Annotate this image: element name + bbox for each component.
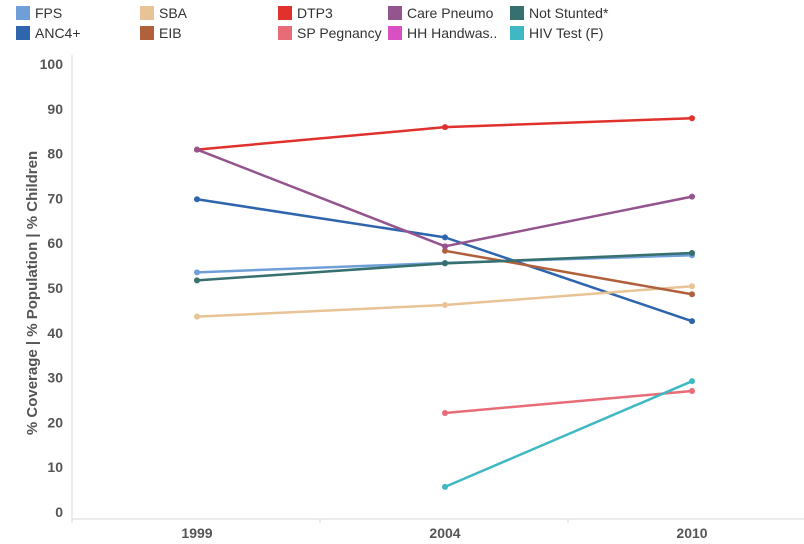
legend-label: FPS (35, 5, 63, 21)
legend-label: EIB (159, 25, 182, 41)
data-point[interactable] (194, 313, 200, 320)
y-tick-label: 20 (47, 414, 63, 430)
y-tick-label: 0 (55, 504, 63, 520)
data-point[interactable] (442, 409, 448, 416)
y-tick-label: 80 (47, 146, 63, 162)
data-point[interactable] (689, 318, 695, 325)
data-point[interactable] (689, 388, 695, 395)
legend-label: HH Handwas.. (407, 25, 498, 41)
data-point[interactable] (442, 234, 448, 241)
y-tick-label: 40 (47, 325, 63, 341)
legend-item-anc4[interactable]: ANC4+ (16, 24, 81, 42)
y-tick-label: 100 (40, 56, 64, 72)
legend-item-eib[interactable]: EIB (140, 24, 182, 42)
data-point[interactable] (689, 250, 695, 257)
series-line[interactable] (195, 116, 694, 151)
legend-swatch (16, 6, 30, 20)
y-tick-label: 60 (47, 235, 63, 251)
legend-swatch (510, 6, 524, 20)
legend-item-care-pneumo[interactable]: Care Pneumo (388, 4, 493, 22)
data-point[interactable] (194, 277, 200, 284)
series-line[interactable] (443, 249, 694, 296)
series-line[interactable] (443, 379, 694, 489)
data-point[interactable] (442, 124, 448, 131)
data-point[interactable] (442, 260, 448, 267)
legend-swatch (278, 6, 292, 20)
legend-swatch (140, 6, 154, 20)
data-point[interactable] (194, 196, 200, 203)
series-line[interactable] (443, 389, 694, 415)
x-tick-label: 1999 (181, 525, 212, 541)
data-point[interactable] (442, 302, 448, 309)
y-axis-title: % Coverage | % Population | % Children (24, 151, 41, 435)
legend-swatch (140, 26, 154, 40)
legend-item-dtp3[interactable]: DTP3 (278, 4, 333, 22)
data-point[interactable] (442, 247, 448, 254)
legend-swatch (278, 26, 292, 40)
series-not-stunted (194, 250, 695, 284)
data-point[interactable] (689, 115, 695, 122)
y-tick-label: 10 (47, 459, 63, 475)
legend-swatch (388, 26, 402, 40)
legend-label: Care Pneumo (407, 5, 494, 21)
series-care-pneumo (194, 146, 695, 250)
data-point[interactable] (442, 483, 448, 490)
series-line[interactable] (195, 148, 694, 248)
y-tick-label: 50 (47, 280, 63, 296)
legend: FPS ANC4+ SBA EIB DTP3 SP Pegnancy Care Pneumo… (0, 0, 804, 50)
data-point[interactable] (689, 283, 695, 290)
x-tick-label: 2010 (676, 525, 707, 541)
data-point[interactable] (194, 146, 200, 153)
legend-swatch (16, 26, 30, 40)
series-line[interactable] (195, 284, 694, 318)
legend-label: ANC4+ (35, 25, 81, 41)
series-sba (194, 283, 695, 320)
data-point[interactable] (442, 243, 448, 250)
y-tick-label: 30 (47, 370, 63, 386)
legend-label: Not Stunted* (529, 5, 609, 21)
series-layer (194, 115, 695, 490)
series-dtp3 (194, 115, 695, 153)
y-tick-label: 90 (47, 101, 63, 117)
series-sp-pegnancy (442, 388, 695, 416)
legend-label: SBA (159, 5, 188, 21)
legend-swatch (388, 6, 402, 20)
legend-item-sba[interactable]: SBA (140, 4, 187, 22)
series-hiv-test-f (442, 378, 695, 490)
data-point[interactable] (689, 193, 695, 200)
series-line[interactable] (195, 251, 694, 282)
data-point[interactable] (689, 291, 695, 298)
legend-label: SP Pegnancy (297, 25, 382, 41)
legend-item-hh-handwas[interactable]: HH Handwas.. (388, 24, 497, 42)
legend-item-fps[interactable]: FPS (16, 4, 62, 22)
legend-item-hiv-test-f[interactable]: HIV Test (F) (510, 24, 603, 42)
legend-label: HIV Test (F) (529, 25, 604, 41)
y-tick-label: 70 (47, 190, 63, 206)
x-tick-label: 2004 (429, 525, 460, 541)
legend-item-not-stunted[interactable]: Not Stunted* (510, 4, 608, 22)
data-point[interactable] (689, 378, 695, 385)
legend-item-sp-pegnancy[interactable]: SP Pegnancy (278, 24, 382, 42)
axes: 0 10 20 30 40 50 60 70 80 90 100 1999 2004 2010 (40, 55, 804, 541)
series-eib (442, 247, 695, 298)
legend-label: DTP3 (297, 5, 333, 21)
data-point[interactable] (194, 269, 200, 276)
legend-swatch (510, 26, 524, 40)
